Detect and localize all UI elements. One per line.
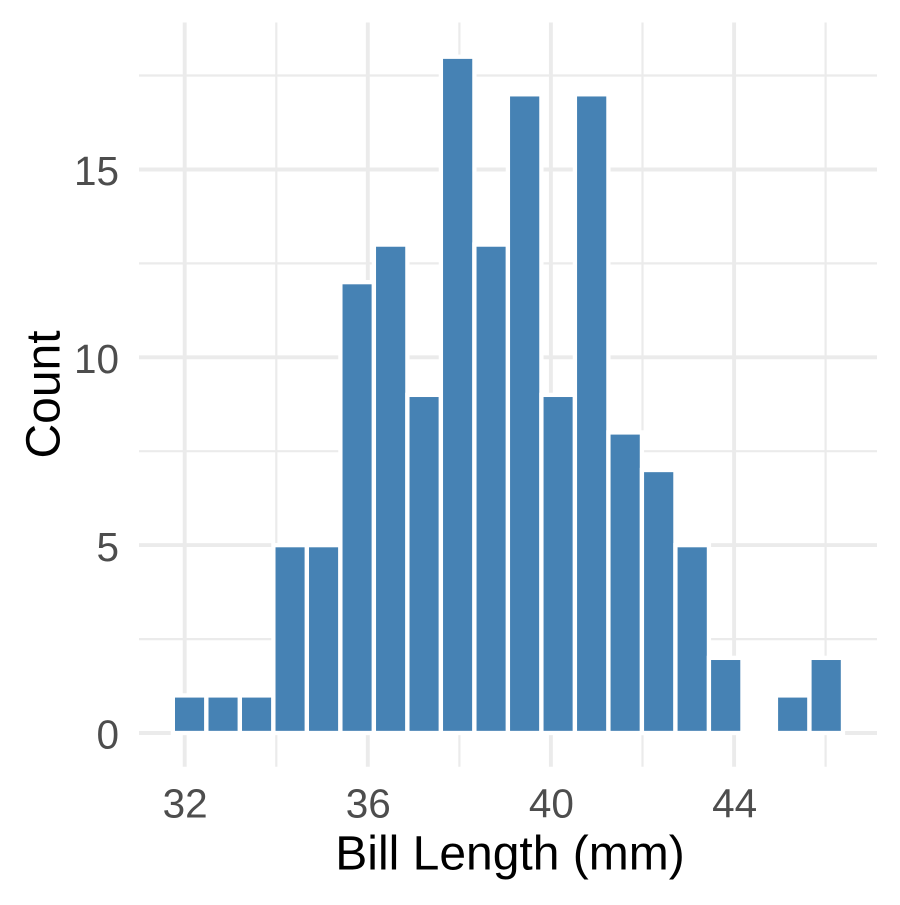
svg-text:32: 32 <box>163 780 208 826</box>
svg-text:5: 5 <box>96 524 119 570</box>
svg-text:Count: Count <box>17 330 70 458</box>
svg-text:15: 15 <box>74 148 119 194</box>
svg-text:0: 0 <box>96 712 119 758</box>
svg-text:44: 44 <box>712 780 757 826</box>
svg-text:Bill Length (mm): Bill Length (mm) <box>335 828 684 881</box>
svg-text:10: 10 <box>74 336 119 382</box>
svg-text:40: 40 <box>529 780 574 826</box>
svg-text:36: 36 <box>346 780 391 826</box>
